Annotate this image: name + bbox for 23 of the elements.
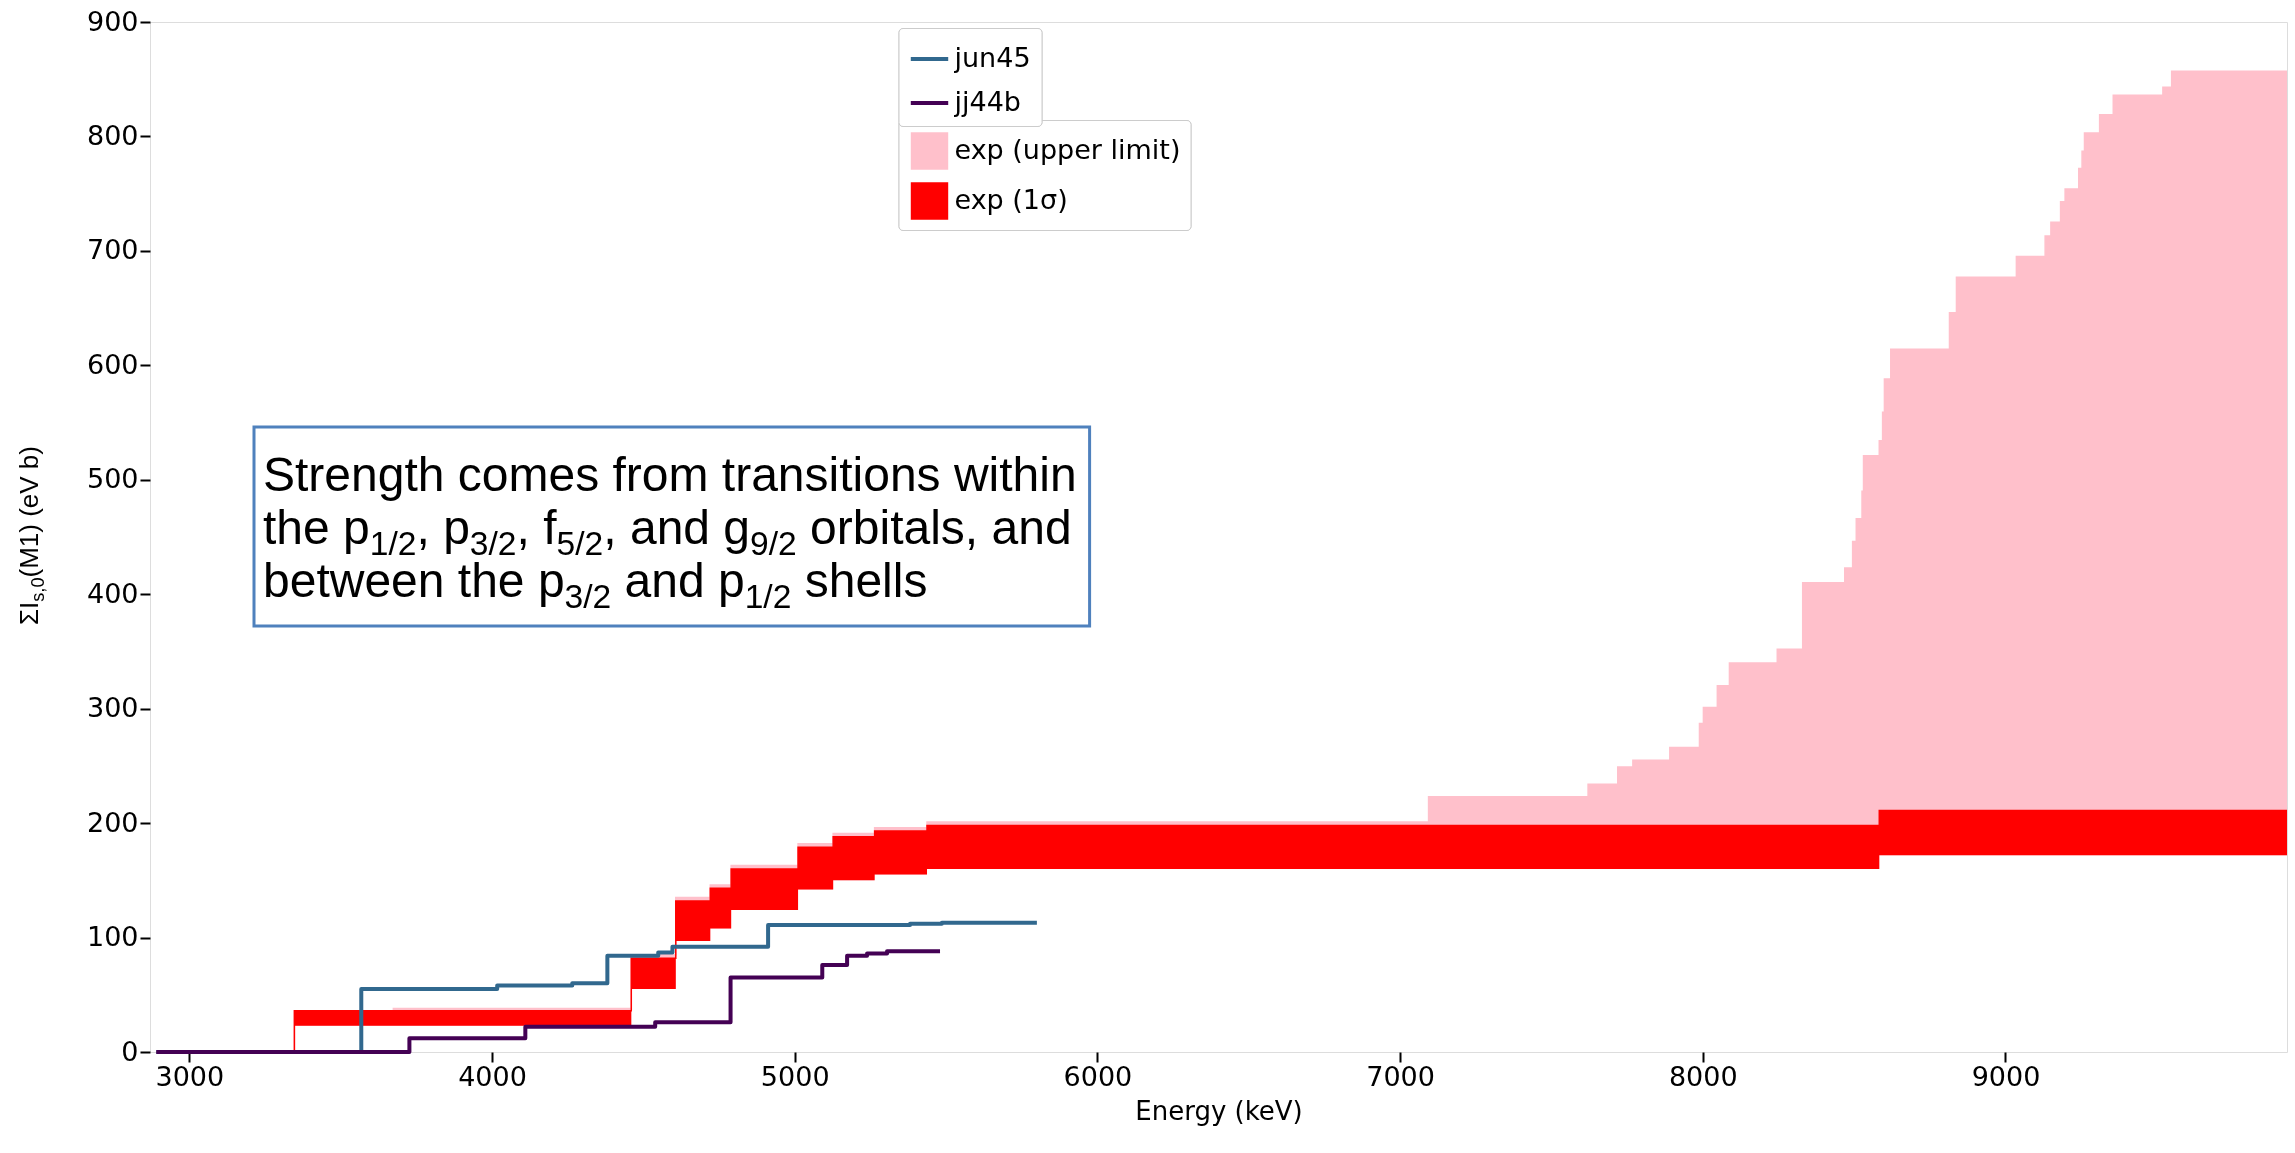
y-tick-label: 300 <box>86 692 139 724</box>
y-tick-label: 0 <box>121 1035 139 1067</box>
x-tick-label: 5000 <box>760 1060 830 1092</box>
legend-label: jj44b <box>953 86 1021 117</box>
y-tick-label: 800 <box>86 119 139 151</box>
legend-label: jun45 <box>953 42 1031 73</box>
y-tick-label: 400 <box>86 577 139 609</box>
y-tick-label: 700 <box>86 234 139 266</box>
x-tick-label: 8000 <box>1668 1060 1738 1092</box>
legend-label: exp (1σ) <box>954 184 1068 215</box>
y-axis-title: ΣIs,0(M1) (eV b) <box>14 446 48 626</box>
y-tick-label: 600 <box>86 348 139 380</box>
legend-label: exp (upper limit) <box>954 134 1181 165</box>
x-tick-label: 7000 <box>1366 1060 1435 1092</box>
x-tick-label: 6000 <box>1063 1060 1133 1092</box>
y-tick-label: 500 <box>86 463 139 495</box>
x-axis-title: Energy (keV) <box>1135 1095 1303 1126</box>
y-tick-label: 900 <box>86 5 139 37</box>
x-tick-label: 4000 <box>458 1060 527 1092</box>
x-tick-label: 9000 <box>1971 1060 2041 1092</box>
x-tick-label: 3000 <box>155 1060 225 1092</box>
y-tick-label: 200 <box>86 806 139 838</box>
y-tick-label: 100 <box>86 921 139 953</box>
